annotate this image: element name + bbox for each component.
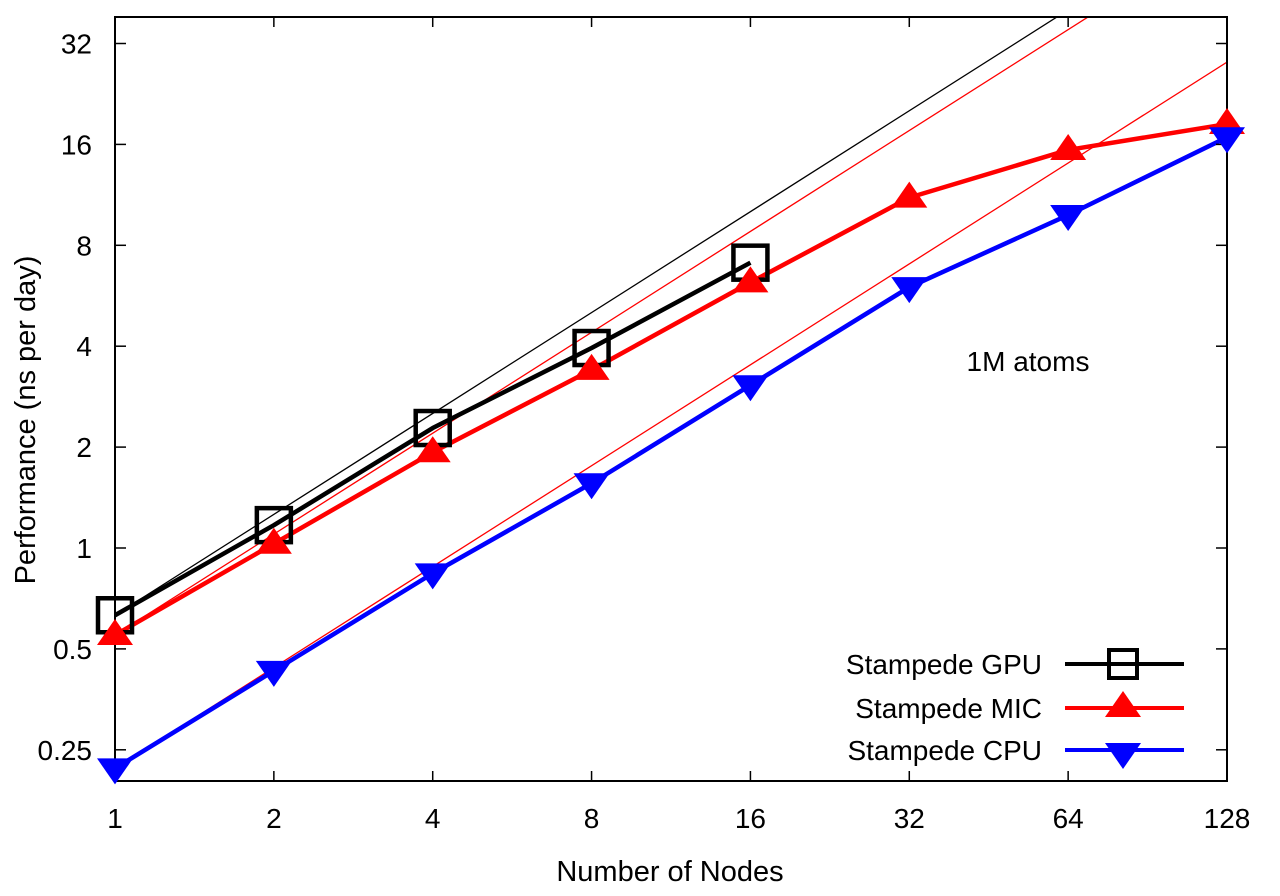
x-tick-label: 1: [107, 803, 123, 834]
data-point: [414, 563, 451, 590]
data-point: [1209, 127, 1245, 154]
ideal-scaling-lines: [115, 17, 1227, 769]
x-tick-labels: 1 2 4 8 16 32 64 128: [107, 803, 1250, 834]
data-point: [1050, 133, 1087, 160]
y-tick-label: 4: [76, 331, 92, 362]
data-point: [1050, 205, 1087, 232]
annotation-label: 1M atoms: [967, 346, 1090, 377]
x-tick-label: 8: [584, 803, 600, 834]
series-markers: [95, 108, 1245, 785]
x-tick-label: 4: [425, 803, 441, 834]
y-tick-label: 0.5: [53, 634, 92, 665]
x-tick-label: 128: [1204, 803, 1251, 834]
ideal-scaling-line: [115, 17, 1059, 616]
ideal-scaling-line: [115, 61, 1227, 769]
data-point: [255, 527, 292, 554]
legend-label-mic: Stampede MIC: [855, 693, 1042, 724]
x-tick-label: 64: [1053, 803, 1084, 834]
legend-item-mic: Stampede MIC: [855, 691, 1184, 724]
legend-marker-gpu: [1107, 648, 1139, 680]
series-line: [113, 135, 1228, 771]
data-point: [573, 353, 610, 380]
y-tick-labels: 0.25 0.5 1 2 4 8 16 32: [38, 29, 93, 766]
y-tick-label: 1: [76, 533, 92, 564]
y-tick-label: 0.25: [38, 735, 93, 766]
series-line: [113, 121, 1228, 637]
data-point: [97, 619, 133, 646]
legend-label-cpu: Stampede CPU: [847, 735, 1042, 766]
y-axis-label: Performance (ns per day): [10, 256, 42, 585]
data-point: [732, 266, 769, 293]
x-tick-label: 32: [894, 803, 925, 834]
data-point: [97, 758, 133, 785]
legend: Stampede GPU Stampede MIC Stampede CPU: [846, 648, 1184, 769]
axis-ticks: [114, 17, 1228, 781]
x-tick-label: 16: [735, 803, 766, 834]
data-point: [255, 660, 292, 687]
x-tick-label: 2: [266, 803, 282, 834]
legend-marker-cpu: [1105, 743, 1141, 769]
data-point: [732, 375, 769, 402]
plot-frame: [114, 16, 1228, 782]
legend-label-gpu: Stampede GPU: [846, 649, 1042, 680]
legend-item-gpu: Stampede GPU: [846, 648, 1184, 680]
y-tick-label: 8: [76, 230, 92, 261]
data-point: [573, 473, 610, 500]
data-point: [891, 277, 928, 304]
y-tick-label: 32: [61, 29, 92, 60]
y-tick-label: 2: [76, 432, 92, 463]
legend-item-cpu: Stampede CPU: [847, 735, 1184, 769]
legend-marker-mic: [1105, 691, 1141, 717]
y-tick-label: 16: [61, 129, 92, 160]
data-point: [891, 181, 928, 208]
series-lines: [113, 121, 1228, 771]
series-line: [113, 260, 752, 618]
ideal-scaling-line: [115, 17, 1090, 636]
data-point: [414, 436, 451, 463]
x-axis-label: Number of Nodes: [556, 856, 783, 888]
